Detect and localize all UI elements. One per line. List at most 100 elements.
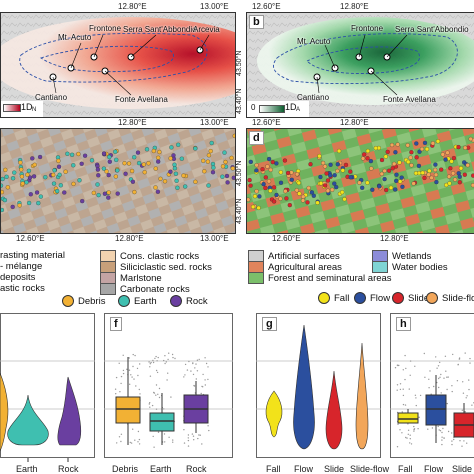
landslide-point <box>470 183 474 188</box>
landslide-point <box>82 153 88 158</box>
landslide-point <box>332 181 337 186</box>
landslide-point <box>369 166 374 171</box>
landslide-point <box>274 192 279 198</box>
landslide-point <box>102 191 108 196</box>
jitter-point <box>405 367 407 370</box>
landslide-point <box>223 159 228 165</box>
landslide-point <box>416 163 422 169</box>
jitter-point <box>457 363 459 366</box>
jitter-point <box>463 440 465 442</box>
landslide-point <box>296 180 301 186</box>
landslide-point <box>465 163 470 168</box>
label-cantiano-b: Cantiano <box>297 93 330 102</box>
jitter-point <box>165 361 167 363</box>
landslide-point <box>430 141 436 146</box>
landslide-point <box>394 172 399 177</box>
jitter-point <box>399 388 402 391</box>
landslide-point <box>400 184 405 189</box>
landslide-point <box>409 150 414 155</box>
jitter-point <box>155 355 157 358</box>
landslide-point <box>289 177 294 182</box>
landslide-point <box>278 170 283 175</box>
landslide-point <box>294 172 300 177</box>
landslide-point <box>468 136 473 142</box>
f-xtick-rock: Rock <box>186 464 207 474</box>
panel-letter-h: h <box>396 317 411 331</box>
jitter-point <box>167 358 169 361</box>
f-xtick-earth: Earth <box>150 464 172 474</box>
landslide-point <box>209 140 214 146</box>
landslide-point <box>123 171 128 176</box>
landslide-point <box>322 164 328 169</box>
violin-e-debris <box>0 372 9 452</box>
jitter-point <box>129 383 131 385</box>
jitter-point <box>164 362 166 365</box>
landslide-point <box>51 181 57 186</box>
landslide-point <box>174 178 179 183</box>
landslide-point <box>158 176 163 181</box>
landslide-point <box>300 198 306 203</box>
landslide-point <box>413 171 419 176</box>
landslide-point <box>132 155 137 160</box>
jitter-point <box>468 379 470 381</box>
landslide-point <box>427 168 432 174</box>
landslide-point <box>173 171 179 176</box>
g-xtick-fall: Fall <box>266 464 281 474</box>
landslide-point <box>457 180 462 185</box>
jitter-point <box>407 423 409 425</box>
landslide-point <box>176 142 181 147</box>
landslide-point <box>101 151 107 156</box>
panel-letter-b: b <box>249 15 264 29</box>
jitter-point <box>172 439 174 441</box>
h-xtick-slide: Slide <box>452 464 473 474</box>
landslide-point <box>168 169 173 174</box>
jitter-point <box>149 363 151 365</box>
landslide-point <box>322 183 328 188</box>
jitter-point <box>451 385 453 387</box>
landslide-point <box>25 172 30 177</box>
box-h-flow <box>425 394 447 426</box>
jitter-point <box>464 411 466 413</box>
jitter-point <box>441 436 443 438</box>
landslide-point <box>232 133 235 139</box>
jitter-point <box>188 360 190 363</box>
jitter-point <box>114 388 117 390</box>
jitter-point <box>453 438 455 441</box>
jitter-point <box>404 404 407 406</box>
jitter-point <box>443 437 445 439</box>
landslide-point <box>348 175 353 180</box>
jitter-point <box>135 385 137 387</box>
jitter-point <box>423 352 425 355</box>
jitter-point <box>207 378 209 381</box>
violin-e-rock <box>57 376 82 446</box>
landslide-point <box>1 207 5 213</box>
landslide-point <box>162 179 168 184</box>
jitter-point <box>194 367 196 369</box>
landslide-point <box>325 178 331 183</box>
jitter-point <box>130 374 132 376</box>
jitter-point <box>428 387 430 389</box>
jitter-point <box>428 378 430 380</box>
jitter-point <box>207 366 209 368</box>
jitter-point <box>207 425 209 427</box>
landslide-point <box>136 160 142 166</box>
landslide-point <box>113 149 118 154</box>
landslide-point <box>202 169 207 174</box>
landslide-point <box>36 200 41 206</box>
jitter-point <box>155 384 158 386</box>
landslide-point <box>439 167 444 172</box>
landslide-point <box>181 173 186 178</box>
jitter-point <box>440 373 442 376</box>
g-xtick-slideflow: Slide-flow <box>350 464 390 474</box>
jitter-point <box>122 372 125 375</box>
tick-bot-a-2: 12.80°E <box>115 234 144 243</box>
jitter-point <box>415 404 417 407</box>
jitter-point <box>202 386 204 388</box>
landslide-point <box>250 204 256 210</box>
jitter-point <box>139 363 141 365</box>
landslide-point <box>263 175 268 180</box>
jitter-point <box>137 441 139 443</box>
landslide-point <box>122 161 127 166</box>
colorbar-b: 0 1D A <box>247 101 309 117</box>
landslide-point <box>360 156 366 161</box>
